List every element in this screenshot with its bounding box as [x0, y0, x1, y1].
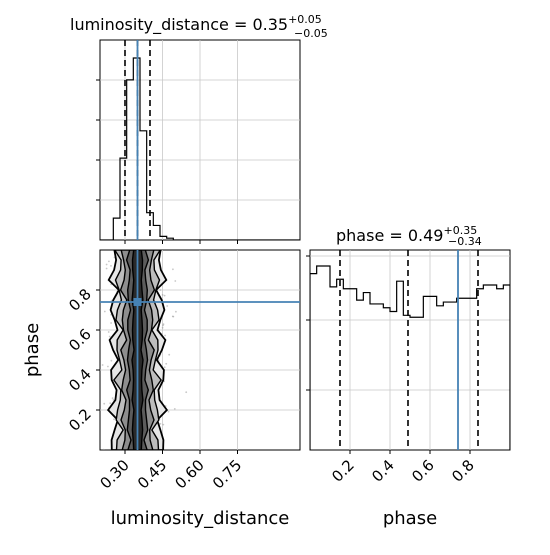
joint-point — [108, 260, 110, 263]
joint-point — [103, 402, 106, 405]
phase-xtick-label-1: 0.4 — [368, 456, 398, 486]
joint-point — [185, 391, 188, 394]
joint-point — [167, 410, 170, 413]
phase-xtick-label-2: 0.6 — [408, 456, 438, 486]
joint-point — [174, 280, 177, 282]
joint-point — [162, 324, 165, 327]
ld-title-minus: −0.05 — [294, 27, 328, 40]
joint-point — [102, 448, 105, 450]
joint-point — [105, 263, 108, 266]
joint-truth-marker — [133, 298, 142, 306]
joint-point — [173, 408, 176, 410]
joint-point — [171, 315, 174, 318]
joint-point — [175, 310, 177, 313]
joint-point — [162, 423, 165, 426]
joint-point — [86, 400, 88, 402]
joint-point — [110, 322, 112, 324]
phase-xtick-label-0: 0.2 — [328, 456, 358, 486]
joint-xtick-label-1: 0.45 — [134, 456, 170, 492]
joint-point — [159, 289, 162, 291]
phase-hist-grid — [310, 250, 510, 450]
joint-ytick-label-3: 0.8 — [65, 285, 95, 315]
joint-point — [163, 366, 166, 369]
joint-point — [161, 294, 164, 296]
joint-xtick-label-3: 0.75 — [209, 456, 245, 492]
joint-point — [166, 305, 169, 307]
joint-point — [165, 362, 168, 365]
joint-point — [164, 334, 167, 337]
joint-point — [105, 267, 108, 270]
joint-ytick-label-2: 0.6 — [65, 325, 95, 355]
truth-lines — [100, 40, 459, 450]
joint-point — [110, 359, 113, 362]
joint-point — [107, 331, 110, 333]
joint-point — [110, 265, 112, 267]
ld-histogram-line — [100, 57, 300, 240]
phase-histogram-line — [310, 265, 510, 450]
ld-xlabel: luminosity_distance — [111, 508, 290, 529]
phase-xtick-label-3: 0.8 — [448, 456, 478, 486]
joint-point — [108, 335, 111, 338]
phase-histogram — [310, 250, 510, 450]
phase-xlabel: phase — [383, 508, 437, 529]
joint-point — [168, 353, 171, 356]
joint-point — [163, 294, 166, 297]
phase-title-minus: −0.34 — [448, 235, 482, 248]
joint-xtick-label-0: 0.30 — [96, 456, 132, 492]
ld-title: luminosity_distance = 0.35+0.05 — [70, 13, 322, 35]
joint-point — [103, 310, 106, 313]
joint-point — [113, 418, 115, 421]
joint-point — [101, 364, 104, 366]
phase-ylabel: phase — [22, 323, 43, 377]
joint-point — [172, 268, 174, 271]
joint-point — [107, 365, 109, 368]
joint-ytick-label-0: 0.2 — [65, 405, 95, 435]
joint-point — [109, 402, 112, 405]
joint-point — [95, 349, 97, 351]
joint-point — [112, 399, 115, 401]
joint-ytick-label-1: 0.4 — [65, 365, 95, 395]
joint-point — [111, 397, 114, 399]
phase-title: phase = 0.49+0.35 — [336, 224, 477, 245]
joint-point — [161, 326, 164, 329]
joint-xtick-label-2: 0.60 — [171, 456, 207, 492]
joint-point — [159, 422, 162, 425]
